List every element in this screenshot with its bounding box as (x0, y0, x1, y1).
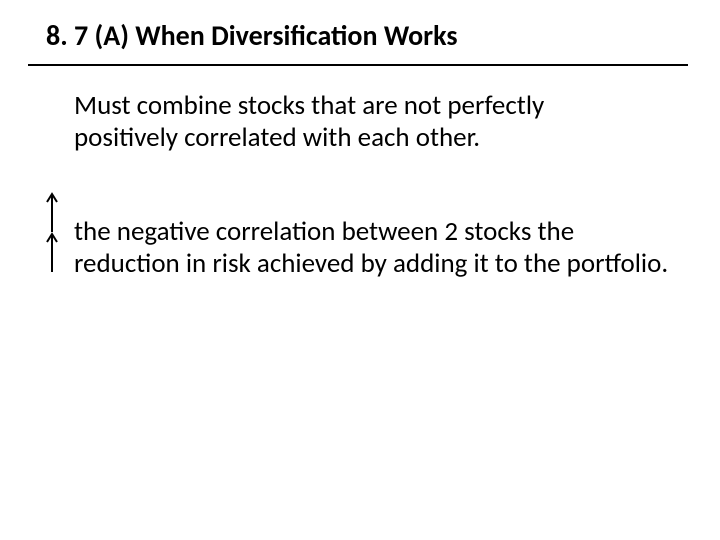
paragraph-1: Must combine stocks that are not perfect… (74, 90, 654, 155)
slide-heading: 8. 7 (A) When Diversification Works (0, 0, 720, 53)
heading-underline (28, 64, 688, 66)
paragraph-2: the negative correlation between 2 stock… (74, 216, 674, 281)
up-arrow-icon (46, 192, 58, 232)
slide: 8. 7 (A) When Diversification Works Must… (0, 0, 720, 540)
up-arrow-icon (46, 232, 58, 272)
